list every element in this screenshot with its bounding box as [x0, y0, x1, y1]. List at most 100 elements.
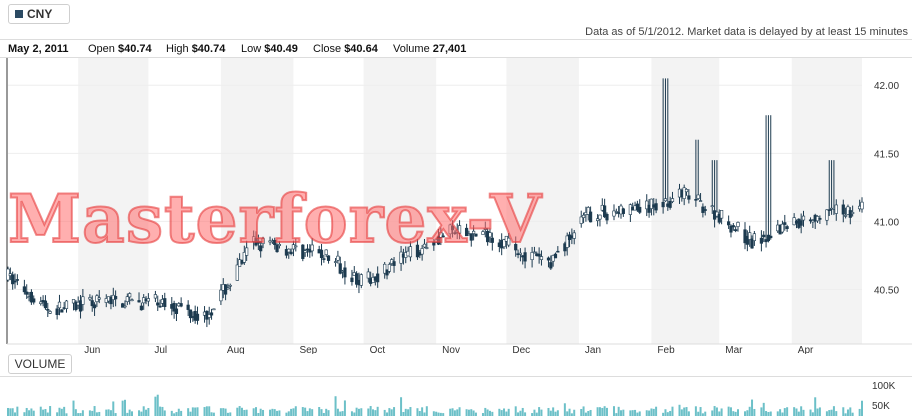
volume-bar — [514, 406, 517, 416]
candle-body — [420, 248, 424, 255]
volume-bar — [547, 407, 550, 416]
candle-body — [450, 225, 455, 231]
volume-bar — [678, 404, 681, 416]
volume-bar — [77, 413, 80, 416]
candle-body — [242, 252, 246, 263]
volume-bar — [432, 411, 435, 416]
volume-bar — [718, 411, 721, 416]
volume-bar — [484, 407, 487, 416]
volume-bar — [327, 410, 330, 416]
volume-bar — [341, 411, 344, 416]
candle-body — [48, 311, 52, 314]
month-band — [651, 58, 720, 344]
candle-body — [273, 239, 277, 245]
volume-bar — [222, 408, 225, 416]
volume-bar — [816, 408, 819, 416]
candle-body — [359, 274, 363, 286]
candle-body — [60, 309, 64, 313]
candle-body — [841, 204, 845, 215]
candle-body — [114, 296, 118, 300]
candle-body — [121, 303, 125, 308]
volume-bar — [470, 409, 473, 416]
volume-button[interactable]: VOLUME — [8, 354, 72, 374]
candle-body — [43, 300, 48, 309]
volume-bar — [98, 411, 101, 416]
volume-bar — [617, 406, 620, 416]
volume-bar — [535, 412, 538, 416]
volume-bar — [732, 411, 735, 416]
volume-bar — [140, 411, 143, 416]
volume-bar — [498, 408, 501, 416]
volume-bar — [425, 406, 428, 416]
candle-body — [581, 214, 586, 218]
candle-body — [245, 247, 249, 256]
volume-bar — [437, 412, 440, 416]
candle-body — [294, 245, 298, 248]
volume-bar — [650, 408, 653, 416]
volume-bar — [467, 409, 470, 416]
volume-bar — [367, 408, 370, 416]
volume-bar — [311, 409, 314, 416]
volume-bar — [519, 410, 522, 416]
volume-bar — [486, 409, 489, 416]
volume-bar — [145, 409, 148, 416]
volume-bar — [371, 409, 374, 416]
volume-bar — [671, 406, 674, 416]
volume-bar — [802, 409, 805, 416]
candle-body — [762, 234, 766, 238]
volume-bar — [620, 410, 623, 416]
candle-body — [457, 225, 462, 234]
candle-body — [408, 246, 413, 258]
candle-body — [287, 248, 291, 253]
x-tick-label: Jul — [154, 345, 167, 354]
candle-body — [32, 298, 36, 303]
volume-bar — [175, 412, 178, 416]
y-tick-label: 41.00 — [874, 217, 899, 228]
volume-bar — [14, 412, 17, 416]
candle-body — [553, 253, 558, 259]
volume-bar — [390, 409, 393, 416]
volume-bar — [128, 409, 131, 416]
volume-bar — [435, 411, 438, 416]
info-date: May 2, 2011 — [8, 43, 69, 55]
volume-bar — [301, 407, 304, 416]
candle-body — [532, 251, 537, 254]
volume-bar — [245, 409, 248, 416]
volume-bar — [287, 411, 290, 416]
volume-bar — [589, 409, 592, 416]
volume-bar — [126, 412, 129, 416]
candle-body — [661, 201, 665, 208]
x-tick-label: Jan — [585, 345, 601, 354]
volume-bar — [418, 411, 421, 416]
volume-bar — [729, 407, 732, 416]
candle-body — [188, 309, 193, 319]
candle-body — [710, 205, 714, 208]
volume-bar — [531, 413, 534, 416]
candle-body — [212, 308, 216, 311]
x-tick-label: Oct — [370, 345, 386, 354]
ticker-button[interactable]: CNY — [8, 4, 70, 24]
volume-bar — [563, 403, 566, 416]
volume-bar — [828, 410, 831, 416]
candle-body — [588, 211, 593, 223]
volume-bar — [229, 412, 232, 416]
volume-bar — [800, 406, 803, 416]
candle-body — [472, 230, 476, 234]
volume-bar — [584, 412, 587, 416]
candle-body — [209, 312, 214, 316]
volume-bar — [491, 411, 494, 416]
volume-bar — [687, 411, 690, 416]
candle-body — [551, 255, 555, 262]
month-band — [506, 58, 579, 344]
volume-bar — [243, 409, 246, 416]
volume-bar — [809, 409, 812, 416]
info-close: Close $40.64 — [313, 43, 378, 55]
x-tick-label: Nov — [442, 345, 460, 354]
price-chart[interactable]: 42.00 41.50 41.00 40.50 Jun Jul Aug Sep Oct Nov De… — [0, 58, 912, 354]
volume-bar — [105, 409, 108, 416]
volume-bar — [744, 411, 747, 416]
volume-bar — [596, 407, 599, 416]
candle-body — [333, 261, 338, 263]
volume-bar — [23, 412, 26, 416]
candle-body — [436, 236, 441, 245]
